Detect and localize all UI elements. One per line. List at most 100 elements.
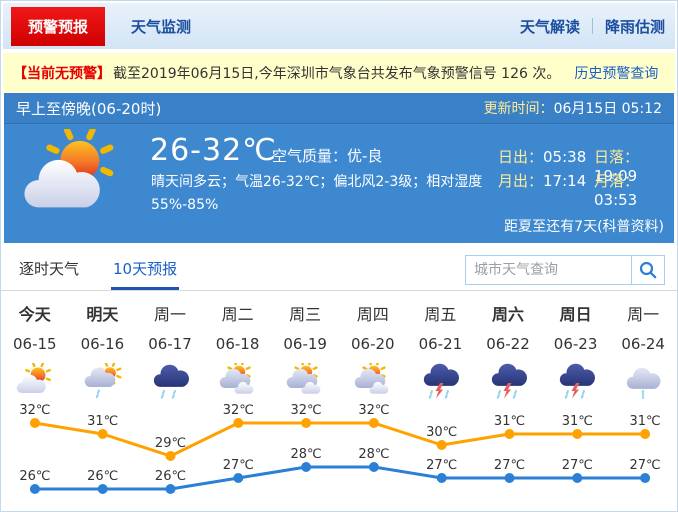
sun-clouds-icon bbox=[204, 361, 272, 401]
forecast-day-column: 周日 06-23 bbox=[542, 297, 610, 401]
no-warning-badge: 【当前无预警】 bbox=[13, 65, 111, 82]
cloud-sun-drizzle-icon bbox=[69, 361, 137, 401]
solstice-countdown-link[interactable]: 距夏至还有7天(科普资料) bbox=[504, 219, 664, 235]
tab-warning-forecast[interactable]: 预警预报 bbox=[11, 6, 106, 46]
forecast-day-column: 周二 06-18 bbox=[204, 297, 272, 401]
svg-text:27℃: 27℃ bbox=[223, 458, 254, 473]
temperature-range: 26-32℃ bbox=[150, 133, 277, 168]
day-name: 周日 bbox=[559, 305, 592, 324]
nav-right-links: 天气解读 降雨估测 bbox=[520, 16, 665, 37]
day-name: 周二 bbox=[221, 305, 254, 324]
forecast-tabs-row: 逐时天气 10天预报 bbox=[1, 250, 677, 291]
svg-text:32℃: 32℃ bbox=[19, 403, 50, 418]
panel-header: 早上至傍晚(06-20时) 更新时间：06月15日 05:12 bbox=[4, 93, 674, 124]
day-name: 今天 bbox=[18, 305, 51, 324]
day-date: 06-15 bbox=[13, 335, 57, 353]
day-date: 06-20 bbox=[350, 335, 395, 353]
day-name: 周一 bbox=[627, 305, 660, 324]
forecast-day-column: 周六 06-22 bbox=[474, 297, 542, 401]
sunrise-label: 日出： bbox=[498, 148, 544, 166]
weather-description: 晴天间多云；气温26-32℃；偏北风2-3级；相对湿度55%-85% bbox=[151, 174, 483, 213]
moonset-time: 月落：03:53 bbox=[594, 170, 674, 209]
svg-text:26℃: 26℃ bbox=[87, 469, 118, 484]
day-date: 06-16 bbox=[80, 335, 125, 353]
forecast-period-label: 早上至傍晚(06-20时) bbox=[16, 99, 162, 118]
sunset-time: 日落：19:09 bbox=[594, 146, 674, 185]
link-weather-interpretation[interactable]: 天气解读 bbox=[519, 17, 580, 36]
search-button[interactable] bbox=[631, 255, 665, 285]
svg-text:26℃: 26℃ bbox=[155, 469, 186, 484]
sunrise-time: 日出：05:38 bbox=[498, 146, 586, 167]
tab-ten-day-forecast[interactable]: 10天预报 bbox=[111, 258, 180, 290]
svg-text:27℃: 27℃ bbox=[562, 458, 593, 473]
rain-icon bbox=[136, 361, 204, 401]
sunset-label: 日落： bbox=[594, 148, 640, 166]
link-rain-estimate[interactable]: 降雨估测 bbox=[604, 17, 665, 36]
moonrise-value: 17:14 bbox=[543, 172, 587, 190]
day-name: 周一 bbox=[153, 305, 186, 324]
update-time: 更新时间：06月15日 05:12 bbox=[484, 98, 662, 118]
nav-divider bbox=[591, 18, 593, 34]
sun-clouds-icon bbox=[339, 361, 407, 401]
svg-text:30℃: 30℃ bbox=[426, 425, 457, 440]
sunset-value: 19:09 bbox=[594, 167, 638, 185]
search-icon bbox=[639, 261, 657, 279]
day-name: 周六 bbox=[491, 305, 524, 324]
day-date: 06-18 bbox=[215, 335, 260, 353]
svg-text:28℃: 28℃ bbox=[291, 447, 322, 462]
update-time-label: 更新时间： bbox=[483, 101, 554, 117]
day-date: 06-19 bbox=[283, 335, 327, 353]
update-time-value: 06月15日 05:12 bbox=[553, 101, 662, 117]
day-date: 06-21 bbox=[418, 335, 463, 353]
svg-text:28℃: 28℃ bbox=[358, 447, 389, 462]
day-date: 06-24 bbox=[621, 335, 665, 353]
svg-text:27℃: 27℃ bbox=[494, 458, 525, 473]
warning-notice-bar: 【当前无预警】 截至2019年06月15日,今年深圳市气象台共发布气象预警信号 … bbox=[3, 53, 675, 92]
moonrise-time: 月出：17:14 bbox=[498, 170, 586, 191]
moonset-label: 月落： bbox=[594, 172, 640, 190]
forecast-day-column: 周一 06-24 bbox=[609, 297, 677, 401]
thunderstorm-icon bbox=[542, 361, 610, 401]
temperature-chart: 32℃ 31℃ 29℃ 32℃ 32℃ 32℃ 30℃ 31℃ 31℃ 31℃ 26℃ 26℃ 26℃ 2… bbox=[1, 403, 677, 511]
forecast-day-column: 周四 06-20 bbox=[339, 297, 407, 401]
forecast-day-column: 周三 06-19 bbox=[271, 297, 339, 401]
svg-text:31℃: 31℃ bbox=[87, 414, 118, 429]
sun-clouds-icon bbox=[271, 361, 339, 401]
light-rain-icon bbox=[609, 361, 677, 401]
svg-text:32℃: 32℃ bbox=[223, 403, 254, 418]
day-date: 06-22 bbox=[486, 335, 530, 353]
forecast-day-column: 周五 06-21 bbox=[407, 297, 475, 401]
svg-text:32℃: 32℃ bbox=[291, 403, 322, 418]
city-search-input[interactable] bbox=[465, 255, 631, 285]
history-warning-link[interactable]: 历史预警查询 bbox=[574, 65, 659, 82]
thunderstorm-icon bbox=[474, 361, 542, 401]
forecast-day-column: 周一 06-17 bbox=[136, 297, 204, 401]
thunderstorm-icon bbox=[407, 361, 475, 401]
current-weather-panel: 早上至傍晚(06-20时) 更新时间：06月15日 05:12 26-32℃ 空… bbox=[4, 93, 674, 243]
svg-text:26℃: 26℃ bbox=[19, 469, 50, 484]
sun-cloud-icon bbox=[1, 361, 69, 401]
day-name: 明天 bbox=[86, 305, 119, 324]
svg-text:29℃: 29℃ bbox=[155, 436, 186, 451]
top-nav: 预警预报 天气监测 天气解读 降雨估测 bbox=[3, 3, 675, 49]
forecast-day-column: 今天 06-15 bbox=[1, 297, 69, 401]
svg-text:27℃: 27℃ bbox=[426, 458, 457, 473]
tab-weather-monitor[interactable]: 天气监测 bbox=[131, 17, 192, 36]
city-search-box bbox=[465, 255, 665, 285]
forecast-day-column: 明天 06-16 bbox=[69, 297, 137, 401]
day-name: 周三 bbox=[289, 305, 322, 324]
svg-text:31℃: 31℃ bbox=[630, 414, 661, 429]
day-date: 06-23 bbox=[553, 335, 598, 353]
svg-text:32℃: 32℃ bbox=[358, 403, 389, 418]
svg-text:31℃: 31℃ bbox=[562, 414, 593, 429]
air-quality: 空气质量：优-良 bbox=[272, 145, 382, 166]
day-date: 06-17 bbox=[148, 335, 192, 353]
moonset-value: 03:53 bbox=[594, 191, 638, 209]
day-name: 周五 bbox=[424, 305, 457, 324]
air-quality-label: 空气质量： bbox=[272, 147, 348, 165]
moonrise-label: 月出： bbox=[498, 172, 544, 190]
air-quality-value: 优-良 bbox=[347, 147, 383, 165]
tab-hourly-weather[interactable]: 逐时天气 bbox=[19, 260, 80, 278]
svg-text:27℃: 27℃ bbox=[630, 458, 661, 473]
